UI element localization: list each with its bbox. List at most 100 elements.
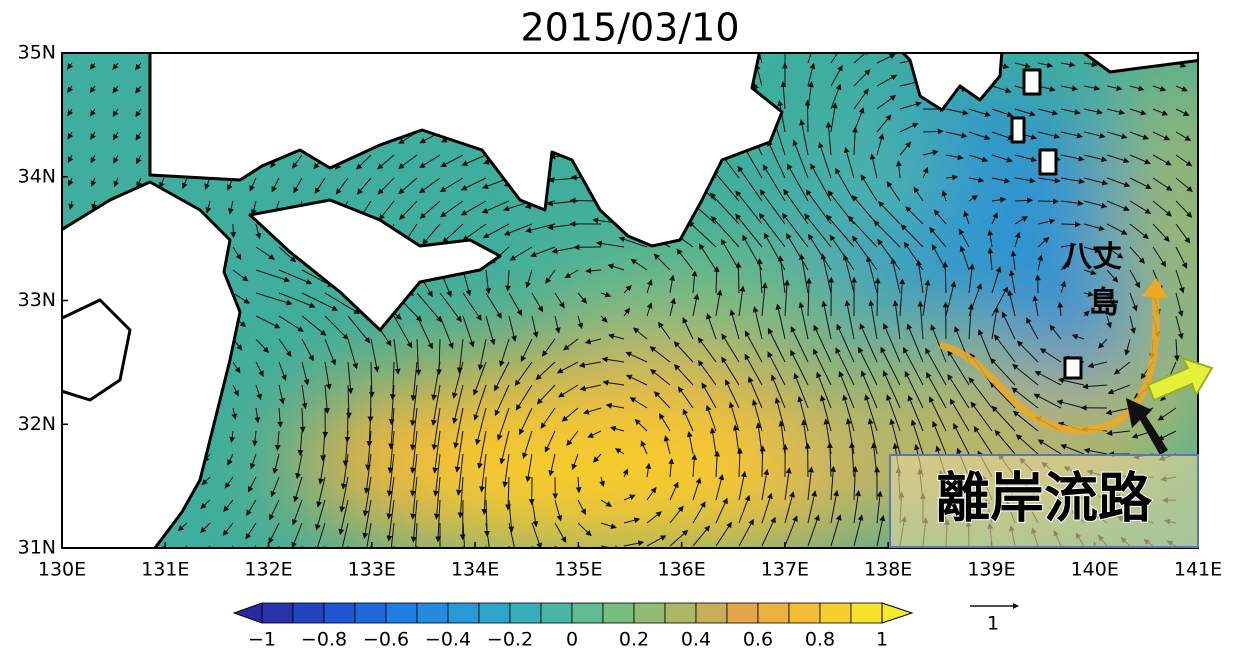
lat-label: 31N [18, 537, 56, 559]
vector [554, 292, 565, 309]
vector [945, 131, 968, 139]
vector [813, 324, 832, 363]
vector [439, 177, 464, 193]
vector [1129, 154, 1151, 165]
vector [892, 300, 901, 340]
vector [278, 361, 287, 382]
vector [1152, 200, 1172, 217]
vector [1106, 430, 1131, 437]
vector [390, 522, 395, 548]
vector [249, 453, 257, 470]
vector [386, 476, 395, 520]
vector [1032, 295, 1039, 317]
vector [968, 195, 979, 202]
vector [600, 522, 617, 529]
vector [1037, 62, 1054, 68]
vector [830, 465, 837, 501]
vector [1083, 310, 1090, 317]
offshore-arrow [1146, 356, 1214, 402]
vector [409, 407, 418, 451]
vector [608, 333, 625, 340]
vector [431, 361, 441, 401]
vector [669, 481, 679, 501]
vector [485, 269, 492, 295]
vector [335, 177, 349, 195]
vector [668, 458, 675, 478]
vector [945, 154, 964, 161]
colorbar-label: −0.6 [363, 629, 409, 651]
vector [799, 119, 809, 156]
vector [804, 213, 832, 248]
vector [204, 177, 211, 190]
vector [440, 154, 464, 167]
vector [1129, 223, 1149, 240]
vector [1129, 177, 1152, 189]
vector [963, 210, 970, 225]
vector [770, 374, 786, 409]
vector [347, 315, 371, 344]
vector [646, 279, 653, 294]
vector [646, 535, 667, 547]
vector [915, 259, 924, 294]
colorbar-label: −0.4 [425, 629, 471, 651]
vector [1037, 108, 1059, 116]
vector [1060, 108, 1081, 115]
vector [783, 188, 809, 225]
vector [499, 430, 510, 465]
colorbar: −1 −0.8 −0.6 −0.4 −0.2 0 0.2 0.4 0.6 0.8 1 [232, 602, 914, 651]
vector [556, 361, 579, 374]
reference-label: 1 [987, 613, 999, 635]
vector [410, 476, 418, 520]
vector [781, 212, 809, 248]
vector [882, 370, 901, 409]
vector [1129, 246, 1145, 264]
vector [630, 258, 648, 271]
vector [223, 499, 234, 513]
vector [342, 430, 349, 467]
vector [735, 190, 763, 225]
vector [709, 427, 717, 455]
vector [705, 404, 717, 432]
vector [669, 505, 684, 524]
vector [876, 133, 885, 156]
vector [299, 407, 306, 433]
vector [735, 213, 763, 248]
lat-label: 34N [18, 165, 56, 187]
vector [691, 453, 698, 478]
vector [277, 407, 284, 428]
vector [1106, 292, 1115, 306]
vector [1175, 131, 1192, 141]
vector [968, 154, 989, 163]
colorbar-end [881, 602, 914, 624]
vector [485, 315, 496, 346]
vector [347, 361, 354, 395]
vector [787, 163, 809, 202]
vector [673, 341, 694, 363]
vector [784, 491, 795, 524]
vector [904, 370, 924, 409]
vector [1056, 399, 1085, 409]
vector [544, 430, 556, 453]
vector [278, 384, 286, 405]
vector [324, 292, 360, 315]
vector [245, 522, 257, 540]
vector [1060, 85, 1079, 92]
vector [899, 278, 906, 317]
vector [387, 430, 395, 474]
vector [536, 384, 556, 405]
vector [1071, 333, 1085, 340]
vector [805, 277, 812, 317]
vector [676, 248, 694, 271]
vector [460, 200, 487, 216]
vector [1007, 289, 1016, 317]
vector [278, 292, 316, 308]
vector [67, 154, 74, 163]
vector [752, 306, 763, 340]
vector [1001, 311, 1016, 340]
vector [677, 386, 694, 409]
vector [692, 525, 711, 547]
vector [232, 384, 239, 397]
vector [292, 154, 303, 169]
vector [159, 177, 165, 189]
vector [847, 215, 878, 248]
